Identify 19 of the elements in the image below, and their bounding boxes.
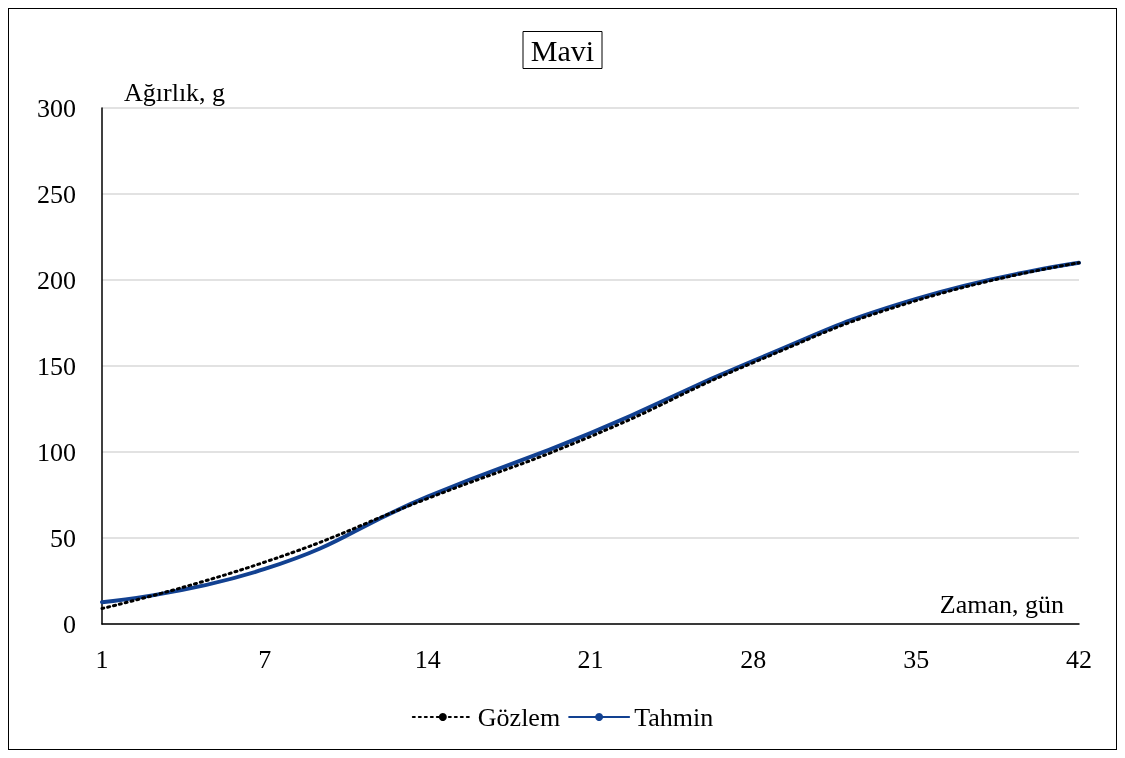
x-tick-label: 42 xyxy=(1066,644,1092,674)
y-tick-label: 250 xyxy=(37,179,76,209)
y-tick-label: 0 xyxy=(63,609,76,639)
x-tick-label: 21 xyxy=(577,644,604,674)
x-tick-label: 1 xyxy=(95,644,109,674)
y-tick-label: 200 xyxy=(37,265,76,295)
x-tick-label: 35 xyxy=(903,644,930,674)
y-tick-label: 300 xyxy=(37,93,76,123)
x-axis-title: Zaman, gün xyxy=(939,589,1064,619)
chart-title: Mavi xyxy=(530,33,595,67)
legend-label: Gözlem xyxy=(477,702,561,732)
x-tick-label: 7 xyxy=(258,644,272,674)
y-axis-title: Ağırlık, g xyxy=(124,77,226,107)
legend-label: Tahmin xyxy=(634,702,714,732)
y-tick-label: 150 xyxy=(37,351,76,381)
y-tick-label: 50 xyxy=(50,523,76,553)
x-tick-label: 28 xyxy=(740,644,767,674)
y-tick-label: 100 xyxy=(37,437,76,467)
x-tick-label: 14 xyxy=(414,644,441,674)
